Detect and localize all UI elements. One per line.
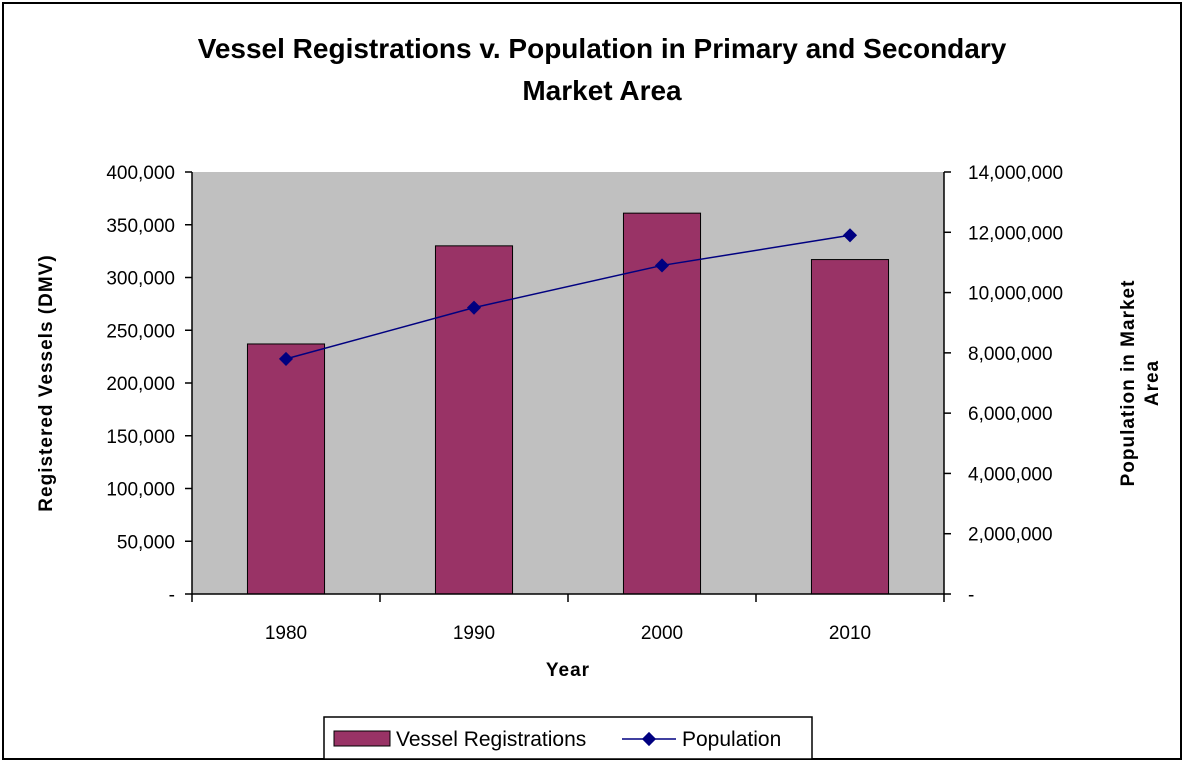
y2-axis-title-line-1: Population in Market [1118, 280, 1139, 487]
right-tick-label: 8,000,000 [968, 344, 1053, 365]
bar-1990 [434, 245, 514, 595]
right-tick-label: 6,000,000 [968, 404, 1053, 425]
right-tick-label: 4,000,000 [968, 464, 1053, 485]
x-tick-label-1990: 1990 [453, 623, 495, 644]
population-point-1990 [466, 300, 482, 315]
legend: Vessel Registrations Population [323, 716, 813, 760]
left-tick-label: 200,000 [106, 374, 175, 395]
legend-label-vessel-registrations: Vessel Registrations [396, 728, 586, 751]
right-tick-label: 14,000,000 [968, 163, 1063, 184]
population-point-2000 [654, 258, 670, 273]
population-point-1980 [278, 351, 294, 366]
left-tick-label: - [169, 585, 175, 606]
left-tick-label: 350,000 [106, 216, 175, 237]
left-tick-label: 250,000 [106, 321, 175, 342]
bar-2000 [622, 212, 702, 595]
x-tick-label-1980: 1980 [265, 623, 307, 644]
population-point-2010 [842, 228, 858, 243]
left-tick-label: 100,000 [106, 480, 175, 501]
x-axis-ticks: 1980 1990 2000 2010 [191, 594, 945, 644]
bar-1980 [246, 343, 326, 595]
x-tick-label-2000: 2000 [641, 623, 683, 644]
left-tick-label: 50,000 [117, 532, 175, 553]
population-line [285, 234, 851, 360]
chart-title-line-2: Market Area [522, 75, 682, 106]
right-tick-label: 10,000,000 [968, 284, 1063, 305]
left-tick-label: 400,000 [106, 163, 175, 184]
x-axis-title: Year [546, 660, 590, 681]
right-axis-ticks: - 2,000,000 4,000,000 6,000,000 8,000,000 10,… [944, 163, 1063, 606]
y-axis-title: Registered Vessels (DMV) [36, 254, 57, 511]
y2-axis-title-line-2: Area [1142, 360, 1163, 406]
chart-title-line-1: Vessel Registrations v. Population in Pr… [198, 33, 1007, 64]
right-tick-label: 2,000,000 [968, 525, 1053, 546]
legend-marker-population [641, 731, 657, 747]
left-tick-label: 150,000 [106, 427, 175, 448]
line-series-population [278, 228, 858, 366]
legend-swatch-vessel-registrations [333, 730, 391, 747]
left-axis-ticks: - 50,000 100,000 150,000 200,000 250,000 300,0… [106, 163, 192, 606]
left-tick-label: 300,000 [106, 269, 175, 290]
bar-2010 [810, 259, 890, 595]
right-tick-label: - [968, 585, 974, 606]
legend-box [323, 716, 813, 760]
legend-label-population: Population [682, 728, 781, 751]
right-tick-label: 12,000,000 [968, 223, 1063, 244]
x-tick-label-2010: 2010 [829, 623, 871, 644]
